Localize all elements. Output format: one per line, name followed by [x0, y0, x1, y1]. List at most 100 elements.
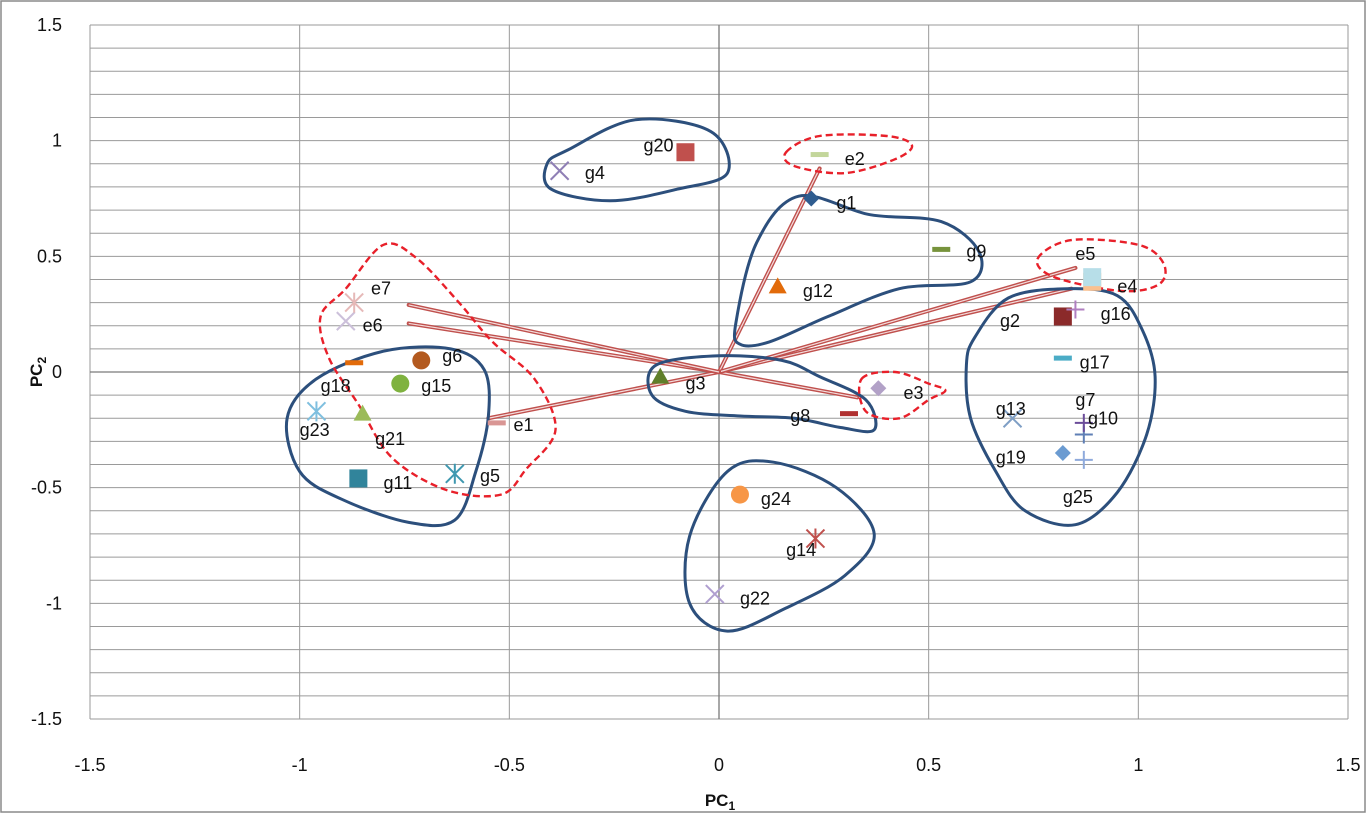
label-g19: g19 — [996, 448, 1026, 468]
marker-g24 — [730, 485, 749, 504]
x-axis-title: PC1 — [705, 791, 736, 813]
label-g24: g24 — [761, 489, 791, 509]
label-g7: g7 — [1075, 390, 1095, 410]
y-tick-label: 0.5 — [37, 246, 62, 266]
y-tick-label: 1 — [52, 131, 62, 151]
vector-core-e5 — [718, 267, 1076, 373]
label-g21: g21 — [375, 429, 405, 449]
label-g23: g23 — [300, 420, 330, 440]
marker-g18 — [345, 360, 364, 366]
cluster-outline-dashed — [783, 133, 914, 175]
y-tick-label: -0.5 — [31, 478, 62, 498]
marker-g17 — [1053, 355, 1072, 361]
vector-core-e6 — [408, 322, 720, 373]
marker-g19 — [1054, 444, 1071, 461]
data-points — [306, 143, 1102, 604]
marker-g20 — [676, 143, 695, 162]
marker-g22 — [705, 584, 725, 604]
label-g11: g11 — [384, 473, 413, 493]
label-g6: g6 — [442, 346, 462, 366]
y-axis-title-sub: 2 — [35, 357, 49, 364]
label-g5: g5 — [480, 466, 500, 486]
marker-g14 — [805, 528, 826, 549]
marker-e3 — [870, 380, 887, 397]
label-g2: g2 — [1000, 311, 1020, 331]
label-g12: g12 — [803, 281, 833, 301]
marker-g11 — [349, 469, 368, 488]
label-g8: g8 — [790, 406, 810, 426]
marker-g23 — [306, 401, 327, 422]
label-g1: g1 — [836, 193, 856, 213]
x-axis-title-main: PC — [705, 791, 729, 810]
marker-g5 — [445, 463, 465, 484]
cluster-outlines — [284, 117, 1167, 633]
label-g16: g16 — [1101, 304, 1131, 324]
grid — [89, 24, 1349, 720]
label-g20: g20 — [644, 135, 674, 155]
label-g15: g15 — [421, 376, 451, 396]
x-tick-label: 1 — [1133, 755, 1143, 775]
x-tick-label: -1 — [292, 755, 308, 775]
marker-g12 — [768, 277, 787, 294]
y-tick-label: 0 — [52, 362, 62, 382]
marker-g15 — [391, 374, 410, 393]
x-tick-label: 0.5 — [916, 755, 941, 775]
cluster-outline-dashed — [318, 242, 557, 498]
marker-g3 — [651, 367, 670, 384]
label-g4: g4 — [585, 163, 605, 183]
y-axis-title: PC2 — [27, 357, 49, 388]
marker-g6 — [412, 351, 431, 370]
point-labels: g1 g2 g3 g4 g5 g6 g7 g8 g9 g10 g11 g12 g13 g14 g15 g16 g… — [300, 135, 1138, 608]
label-g14: g14 — [786, 540, 816, 560]
marker-g25 — [1074, 450, 1093, 469]
cluster-outline-solid — [964, 287, 1157, 527]
marker-g2 — [1053, 307, 1072, 326]
cluster-outline-dashed — [857, 370, 947, 421]
marker-g21 — [353, 404, 372, 421]
y-tick-label: 1.5 — [37, 15, 62, 35]
label-g18: g18 — [321, 376, 351, 396]
marker-g9 — [932, 246, 951, 252]
cluster-outline-dashed — [1035, 238, 1167, 293]
x-tick-label: 0 — [714, 755, 724, 775]
marker-g1 — [803, 190, 820, 207]
label-g3: g3 — [685, 374, 705, 394]
x-tick-label: 1.5 — [1335, 755, 1360, 775]
marker-g8 — [839, 411, 858, 417]
marker-e5 — [1083, 268, 1102, 287]
marker-e7 — [344, 292, 364, 313]
vector-core-e3 — [718, 371, 858, 399]
y-tick-label: -1.5 — [31, 709, 62, 729]
x-tick-label: -1.5 — [74, 755, 105, 775]
y-axis-title-main: PC — [27, 364, 46, 388]
cluster-outline-solid — [542, 117, 731, 203]
marker-e2 — [810, 152, 829, 158]
label-e1: e1 — [514, 415, 534, 435]
label-e5: e5 — [1075, 244, 1095, 264]
cluster-outline-solid — [646, 354, 878, 434]
label-e7: e7 — [371, 279, 391, 299]
label-e6: e6 — [363, 316, 383, 336]
marker-g4 — [549, 161, 570, 181]
x-axis-title-sub: 1 — [728, 799, 735, 813]
tick-labels: -1.5 -1 -0.5 0 0.5 1 1.5 1.5 1 0.5 0 -0.5 -1 -1.5 — [31, 15, 1361, 775]
y-tick-label: -1 — [46, 593, 62, 613]
marker-e1 — [487, 420, 506, 426]
cluster-outline-solid — [683, 459, 876, 633]
label-e3: e3 — [904, 383, 924, 403]
cluster-outline-solid — [732, 193, 984, 348]
label-g10: g10 — [1088, 408, 1118, 428]
vector-core-e1 — [488, 371, 720, 419]
marker-g16 — [1066, 300, 1085, 319]
marker-g10 — [1074, 413, 1093, 432]
x-tick-label: -0.5 — [494, 755, 525, 775]
label-g22: g22 — [740, 589, 770, 609]
marker-g13 — [1002, 408, 1023, 428]
label-g9: g9 — [966, 242, 986, 262]
label-e4: e4 — [1117, 276, 1137, 296]
label-e2: e2 — [845, 149, 865, 169]
marker-e6 — [336, 311, 356, 331]
